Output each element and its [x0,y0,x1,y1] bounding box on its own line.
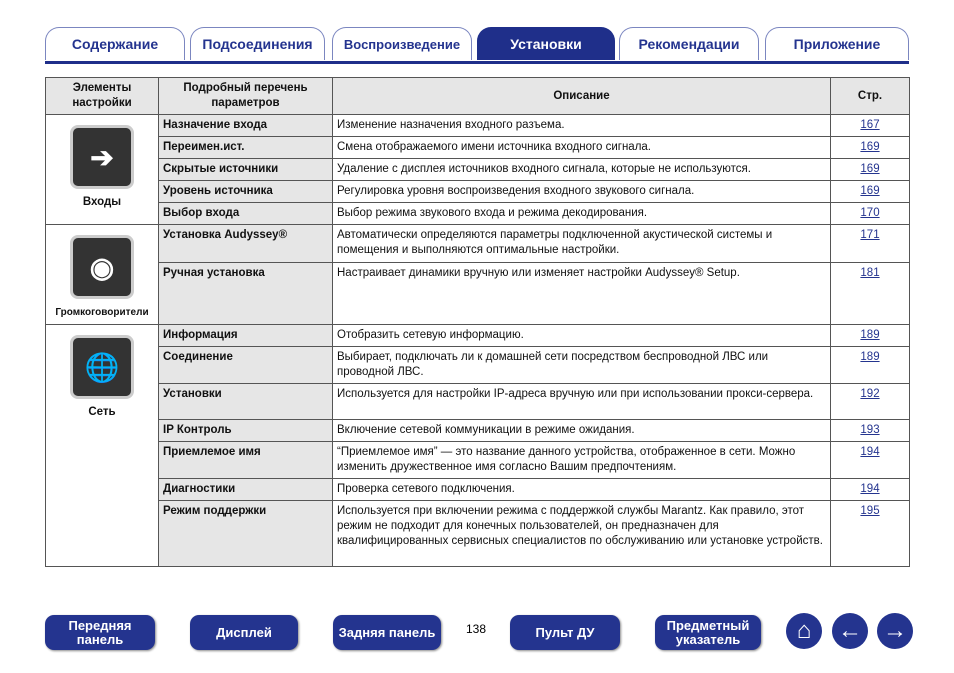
table-row: ◉ Громкоговорители Установка Audyssey® Авто… [45,224,910,325]
param-description: “Приемлемое имя” — это название данного … [332,441,831,479]
forward-arrow-icon[interactable]: → [877,613,913,649]
setting-item-label: Входы [82,196,122,208]
param-name: Приемлемое имя [158,441,333,479]
param-description: Регулировка уровня воспроизведения входн… [332,180,831,203]
param-description: Смена отображаемого имени источника вход… [332,136,831,159]
param-description: Удаление с дисплея источников входного с… [332,158,831,181]
page-link[interactable]: 169 [860,185,880,197]
param-name: Назначение входа [158,114,333,137]
table-row: Переимен.ист. Смена отображаемого имени и… [46,136,910,159]
param-name: Ручная установка [158,262,333,325]
globe-network-icon: 🌐 [70,335,134,399]
back-arrow-icon[interactable]: ← [832,613,868,649]
display-button[interactable]: Дисплей [190,615,298,650]
page-link[interactable]: 171 [860,229,880,241]
table-row: Соединение Выбирает, подключать ли к дома… [46,346,910,384]
param-description: Изменение назначения входного разъема. [332,114,831,137]
param-description: Включение сетевой коммуникации в режиме … [332,419,831,442]
param-name: Режим поддержки [158,500,333,567]
page-link[interactable]: 194 [860,483,880,495]
param-name: Соединение [158,346,333,384]
col-header-description: Описание [332,77,831,115]
page-link[interactable]: 194 [860,446,880,458]
param-name: Установка Audyssey® [158,224,333,263]
col-header-items: Элементы настройки [45,77,159,115]
param-description: Настраивает динамики вручную или изменяе… [332,262,831,325]
tab-connections[interactable]: Подсоединения [190,27,325,60]
param-name: Выбор входа [158,202,333,225]
setting-item: 🌐 Сеть [45,324,159,567]
tab-tips[interactable]: Рекомендации [619,27,759,60]
param-name: Переимен.ист. [158,136,333,159]
param-name: Скрытые источники [158,158,333,181]
table-row: Ручная установка Настраивает динамики вру… [46,262,910,325]
param-description: Отобразить сетевую информацию. [332,324,831,347]
setting-item: ◉ Громкоговорители [45,224,159,325]
param-description: Выбор режима звукового входа и режима де… [332,202,831,225]
tab-playback[interactable]: Воспроизведение [332,27,472,60]
page-link[interactable]: 192 [860,388,880,400]
tab-appendix[interactable]: Приложение [765,27,909,60]
param-name: Диагностики [158,478,333,501]
page-link[interactable]: 167 [860,119,880,131]
param-description: Автоматически определяются параметры под… [332,224,831,263]
input-arrow-icon: ➔ [70,125,134,189]
front-panel-button[interactable]: Передняя панель [45,615,155,650]
setting-item: ➔ Входы [45,114,159,225]
page-number: 138 [466,622,487,636]
table-row: Диагностики Проверка сетевого подключения… [46,478,910,501]
page-link[interactable]: 181 [860,267,880,279]
table-row: Режим поддержки Используется при включени… [46,500,910,567]
settings-table: Элементы настройки Подробный перечень па… [45,77,910,567]
tab-bar: Содержание Подсоединения Воспроизведение… [45,27,909,64]
table-row: 🌐 Сеть Информация Отобразить сетевую информ… [45,324,910,567]
speaker-icon: ◉ [70,235,134,299]
page-link[interactable]: 169 [860,163,880,175]
tab-settings[interactable]: Установки [477,27,615,60]
table-row: ➔ Входы Назначение входа Изменение назначен… [45,114,910,225]
table-row: Скрытые источники Удаление с дисплея исто… [46,158,910,181]
param-description: Проверка сетевого подключения. [332,478,831,501]
param-description: Используется для настройки IP-адреса вру… [332,383,831,420]
param-name: Информация [158,324,333,347]
page-link[interactable]: 170 [860,207,880,219]
param-description: Используется при включении режима с подд… [332,500,831,567]
table-row: Установки Используется для настройки IP-а… [46,383,910,420]
page-link[interactable]: 189 [860,329,880,341]
rear-panel-button[interactable]: Задняя панель [333,615,441,650]
table-row: Приемлемое имя “Приемлемое имя” — это наз… [46,441,910,479]
table-row: Выбор входа Выбор режима звукового входа … [46,202,910,225]
param-name: Уровень источника [158,180,333,203]
col-header-params: Подробный перечень параметров [158,77,333,115]
table-row: IP Контроль Включение сетевой коммуникаци… [46,419,910,442]
param-description: Выбирает, подключать ли к домашней сети … [332,346,831,384]
page-link[interactable]: 189 [860,351,880,363]
param-name: IP Контроль [158,419,333,442]
page-link[interactable]: 193 [860,424,880,436]
tab-contents[interactable]: Содержание [45,27,185,60]
index-button[interactable]: Предметный указатель [655,615,761,650]
page-link[interactable]: 195 [860,505,880,517]
remote-button[interactable]: Пульт ДУ [510,615,620,650]
col-header-page: Стр. [830,77,910,115]
table-row: Уровень источника Регулировка уровня восп… [46,180,910,203]
setting-item-label: Сеть [88,406,116,418]
setting-item-label: Громкоговорители [55,307,149,318]
home-icon[interactable]: ⌂ [786,613,822,649]
page-link[interactable]: 169 [860,141,880,153]
param-name: Установки [158,383,333,420]
